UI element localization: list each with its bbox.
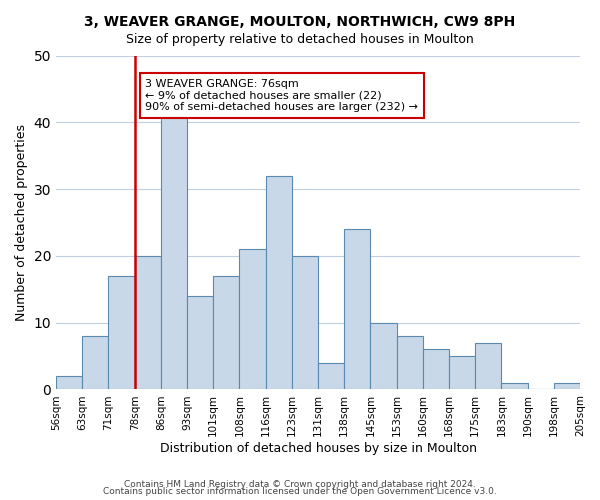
Bar xyxy=(292,256,318,390)
Text: 3 WEAVER GRANGE: 76sqm
← 9% of detached houses are smaller (22)
90% of semi-deta: 3 WEAVER GRANGE: 76sqm ← 9% of detached … xyxy=(145,79,418,112)
Text: Size of property relative to detached houses in Moulton: Size of property relative to detached ho… xyxy=(126,32,474,46)
Bar xyxy=(187,296,213,390)
X-axis label: Distribution of detached houses by size in Moulton: Distribution of detached houses by size … xyxy=(160,442,476,455)
Bar xyxy=(423,350,449,390)
Bar xyxy=(82,336,109,390)
Bar xyxy=(56,376,82,390)
Bar xyxy=(370,322,397,390)
Text: Contains HM Land Registry data © Crown copyright and database right 2024.: Contains HM Land Registry data © Crown c… xyxy=(124,480,476,489)
Bar xyxy=(318,362,344,390)
Bar xyxy=(134,256,161,390)
Bar xyxy=(344,229,370,390)
Bar xyxy=(213,276,239,390)
Bar xyxy=(161,116,187,390)
Bar xyxy=(554,383,580,390)
Bar xyxy=(109,276,134,390)
Bar xyxy=(502,383,527,390)
Bar xyxy=(475,342,502,390)
Bar xyxy=(239,249,266,390)
Bar xyxy=(397,336,423,390)
Bar xyxy=(266,176,292,390)
Text: Contains public sector information licensed under the Open Government Licence v3: Contains public sector information licen… xyxy=(103,487,497,496)
Y-axis label: Number of detached properties: Number of detached properties xyxy=(15,124,28,321)
Bar xyxy=(449,356,475,390)
Text: 3, WEAVER GRANGE, MOULTON, NORTHWICH, CW9 8PH: 3, WEAVER GRANGE, MOULTON, NORTHWICH, CW… xyxy=(85,15,515,29)
